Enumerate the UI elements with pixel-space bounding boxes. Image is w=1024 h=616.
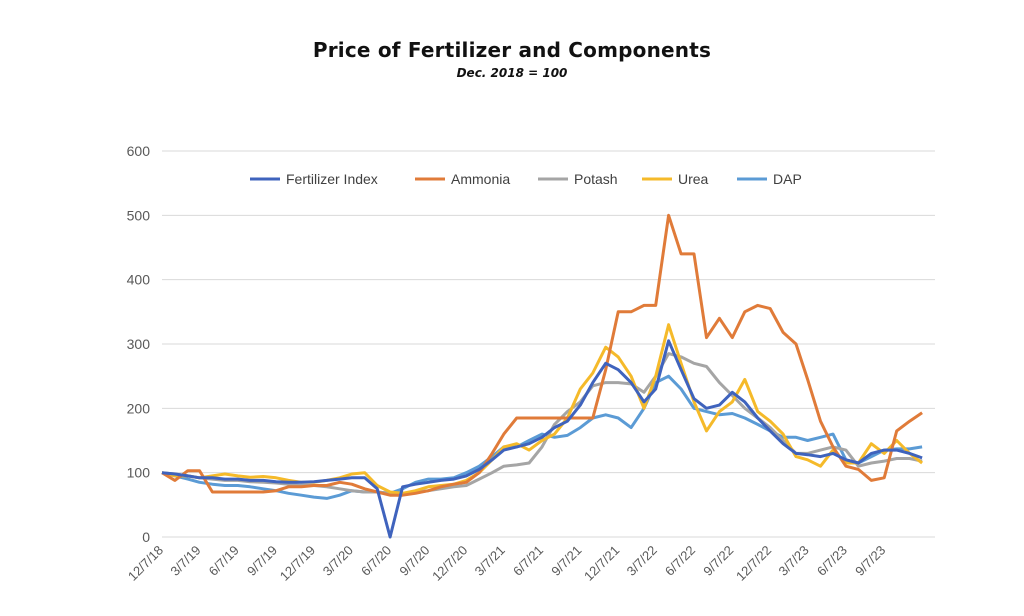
y-tick-label: 0 (142, 529, 150, 545)
x-tick-label: 12/7/19 (277, 543, 318, 584)
y-axis-labels: 0 100 200 300 400 500 600 (127, 143, 151, 545)
x-tick-label: 9/7/19 (244, 543, 280, 579)
x-tick-label: 6/7/20 (358, 543, 394, 579)
legend-label: Urea (678, 171, 709, 187)
series-line-urea (161, 323, 924, 495)
legend-label: Ammonia (451, 171, 510, 187)
x-tick-label: 12/7/21 (581, 543, 622, 584)
y-tick-label: 200 (127, 400, 151, 416)
x-tick-label: 12/7/20 (429, 543, 470, 584)
series-lines (161, 213, 924, 539)
legend-item-potash: Potash (538, 171, 618, 187)
y-tick-label: 300 (127, 336, 151, 352)
y-tick-label: 400 (127, 272, 151, 288)
series-line-fertilizer-index (161, 339, 923, 539)
legend-label: DAP (773, 171, 802, 187)
y-tick-label: 100 (127, 465, 151, 481)
x-tick-label: 9/7/20 (396, 543, 432, 579)
x-tick-label: 6/7/21 (510, 543, 546, 579)
x-tick-label: 3/7/19 (167, 543, 203, 579)
x-tick-label: 3/7/20 (320, 543, 356, 579)
y-tick-label: 600 (127, 143, 151, 159)
legend-item-dap: DAP (737, 171, 802, 187)
x-tick-label: 3/7/22 (624, 543, 660, 579)
chart-subtitle: Dec. 2018 = 100 (456, 66, 568, 80)
series-line-ammonia (161, 213, 923, 497)
x-tick-label: 6/7/22 (662, 543, 698, 579)
x-tick-label: 3/7/21 (472, 543, 508, 579)
legend-item-ammonia: Ammonia (415, 171, 510, 187)
legend: Fertilizer Index Ammonia Potash Urea DAP (250, 171, 802, 187)
x-tick-label: 6/7/19 (206, 543, 242, 579)
chart-title: Price of Fertilizer and Components (312, 38, 712, 62)
x-tick-label: 9/7/21 (548, 543, 584, 579)
x-tick-label: 6/7/23 (814, 543, 850, 579)
legend-item-urea: Urea (642, 171, 709, 187)
series-line-dap (161, 374, 923, 500)
x-tick-label: 9/7/22 (700, 543, 736, 579)
legend-label: Fertilizer Index (286, 171, 378, 187)
gridlines (162, 150, 935, 538)
legend-label: Potash (574, 171, 618, 187)
x-tick-label: 3/7/23 (776, 543, 812, 579)
legend-item-fertilizer-index: Fertilizer Index (250, 171, 378, 187)
y-tick-label: 500 (127, 207, 151, 223)
x-tick-label: 12/7/22 (733, 543, 774, 584)
x-tick-label: 9/7/23 (852, 543, 888, 579)
x-tick-label: 12/7/18 (125, 543, 166, 584)
